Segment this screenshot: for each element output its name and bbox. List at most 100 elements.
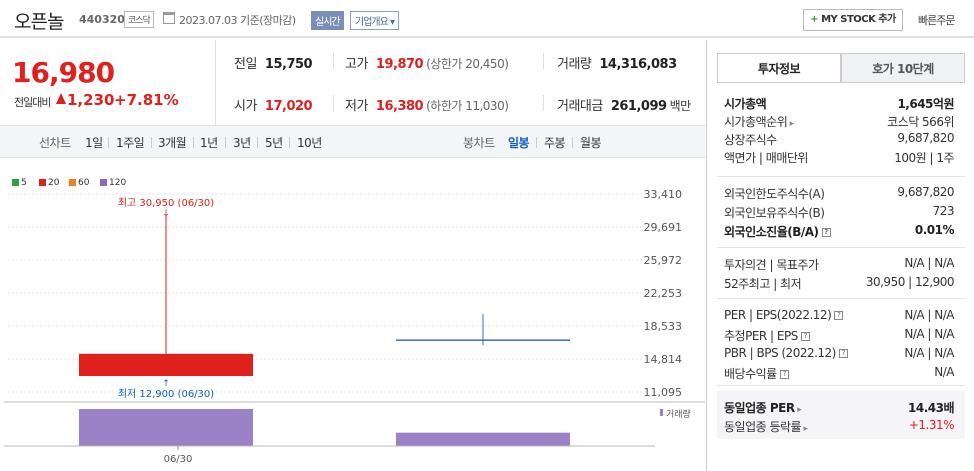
volume-legend-swatch (660, 409, 663, 416)
info-label-text: 외국인보유주식수(B) (724, 206, 825, 220)
help-icon[interactable]: ? (779, 370, 789, 379)
divider (717, 298, 965, 299)
info-value: 723 (932, 204, 955, 218)
realtime-button[interactable]: 실시간 (311, 11, 344, 30)
help-icon[interactable]: ? (834, 311, 844, 320)
stat-label: 시가 (234, 99, 257, 114)
y-tick-label: 25,972 (644, 254, 683, 267)
period-5y[interactable]: 5년 (265, 136, 283, 150)
info-label: 배당수익률? (724, 365, 789, 382)
divider (333, 95, 334, 111)
stat-value: 19,870 (375, 57, 424, 72)
quick-order-button[interactable]: 빠른주문 (918, 14, 955, 27)
info-value: 100원 | 1주 (894, 151, 954, 165)
info-label: 시가총액 (724, 95, 767, 112)
legend-label: 60 (78, 178, 90, 188)
info-label: 액면가 | 매매단위 (724, 149, 808, 166)
candle-monthly[interactable]: 월봉 (580, 136, 602, 150)
add-mystock-label: MY STOCK 추가 (821, 14, 896, 25)
divider (717, 176, 965, 177)
period-3m[interactable]: 3개월 (158, 136, 187, 150)
y-tick-label: 22,253 (644, 287, 683, 300)
info-label-text: 시가총액순위 (724, 115, 788, 129)
help-icon[interactable]: ? (821, 228, 831, 237)
stat-value: 15,750 (264, 57, 313, 72)
price-chart: 5 20 60 120 33,410 29,691 25,972 22,253 18,533 1… (0, 159, 705, 471)
info-row: 투자의견 | 목표주가 N/A | N/A (724, 256, 954, 274)
info-row: 외국인보유주식수(B) 723 (724, 204, 955, 222)
info-label-text: 추정PER | EPS (724, 329, 798, 343)
info-label: 상장주식수 (724, 131, 777, 148)
divider (572, 137, 573, 148)
info-label: 외국인보유주식수(B) (724, 204, 825, 221)
legend-item-ma20: 20 (39, 178, 59, 188)
stat-label: 거래량 (557, 57, 592, 72)
calendar-icon (163, 12, 175, 24)
y-tick-label: 29,691 (644, 221, 683, 234)
high-annotation: 최고 30,950 (06/30) (118, 197, 214, 209)
legend-item-ma60: 60 (69, 178, 89, 188)
candle-body (79, 353, 253, 376)
info-value: N/A | N/A (904, 327, 954, 341)
info-label-text: 배당수익률 (724, 367, 777, 381)
legend-swatch (39, 179, 46, 186)
info-label: 52주최고 | 최저 (724, 275, 802, 292)
stat-value: 14,316,083 (599, 57, 677, 72)
help-icon[interactable]: ? (838, 349, 848, 358)
info-row: 동일업종 등락률 ▸ +1.31% (724, 418, 955, 436)
info-label-text: 동일업종 등락률 (724, 420, 802, 434)
add-mystock-button[interactable]: + MY STOCK 추가 (803, 9, 903, 31)
info-label-text: 52주최고 | 최저 (724, 277, 802, 291)
y-tick-label: 14,814 (644, 353, 683, 366)
period-3y[interactable]: 3년 (233, 136, 251, 150)
period-10y[interactable]: 10년 (297, 136, 322, 150)
x-tick-label: 06/30 (164, 454, 193, 465)
divider (257, 137, 258, 148)
chevron-right-icon[interactable]: ▸ (801, 424, 808, 434)
stat-label: 고가 (345, 57, 368, 72)
stat-low: 저가 16,380 (하한가 11,030) (345, 95, 509, 114)
y-tick-label: 33,410 (644, 188, 683, 201)
company-overview-button[interactable]: 기업개요 ▾ (350, 11, 399, 30)
info-row: 추정PER | EPS? N/A | N/A (724, 327, 954, 345)
info-value: 14.43배 (908, 401, 955, 415)
info-row: 외국인한도주식수(A) 9,687,820 (724, 185, 954, 203)
info-label: 외국인소진율(B/A)? (724, 223, 831, 240)
period-1y[interactable]: 1년 (200, 136, 218, 150)
info-value: N/A | N/A (904, 256, 954, 270)
low-annotation: 최저 12,900 (06/30) (118, 388, 214, 400)
help-icon[interactable]: ? (800, 332, 810, 341)
candle-chart-label: 봉차트 (463, 136, 495, 150)
volume-bar (396, 432, 570, 446)
market-badge: 코스닥 (124, 11, 154, 28)
candle-daily[interactable]: 일봉 (508, 136, 530, 150)
info-value: N/A (934, 365, 954, 379)
stat-label: 거래대금 (557, 99, 603, 114)
divider (717, 247, 965, 248)
divider (717, 385, 965, 386)
chevron-right-icon[interactable]: ▸ (794, 405, 802, 415)
divider (333, 53, 334, 69)
legend-label: 5 (21, 178, 27, 188)
divider (108, 137, 109, 148)
price-change: 1,230 (67, 91, 115, 109)
info-row: PBR | BPS (2022.12)? N/A | N/A (724, 346, 954, 364)
tab-invest-info[interactable]: 투자정보 (717, 53, 841, 83)
info-row: 시가총액순위 ▸ 코스닥 566위 (724, 113, 954, 131)
divider (289, 137, 290, 148)
tab-orderbook[interactable]: 호가 10단계 (841, 53, 965, 83)
chevron-right-icon[interactable]: ▸ (787, 119, 795, 129)
stat-open: 시가 17,020 (234, 95, 313, 114)
candle-body (396, 339, 570, 341)
period-1d[interactable]: 1일 (85, 136, 103, 150)
info-label: PER | EPS(2022.12)? (724, 308, 844, 322)
current-price: 16,980 (12, 56, 115, 89)
candle-weekly[interactable]: 주봉 (544, 136, 566, 150)
period-1w[interactable]: 1주일 (116, 136, 145, 150)
info-label: 동일업종 PER ▸ (724, 399, 802, 416)
info-label-text: PBR | BPS (2022.12) (724, 346, 836, 360)
info-label: 시가총액순위 ▸ (724, 113, 794, 130)
legend-item-ma5: 5 (12, 178, 27, 188)
info-label-text: 외국인소진율(B/A) (724, 225, 819, 239)
price-stats: 전일 15,750 고가 19,870 (상한가 20,450) 거래량 14,316,… (215, 40, 705, 125)
